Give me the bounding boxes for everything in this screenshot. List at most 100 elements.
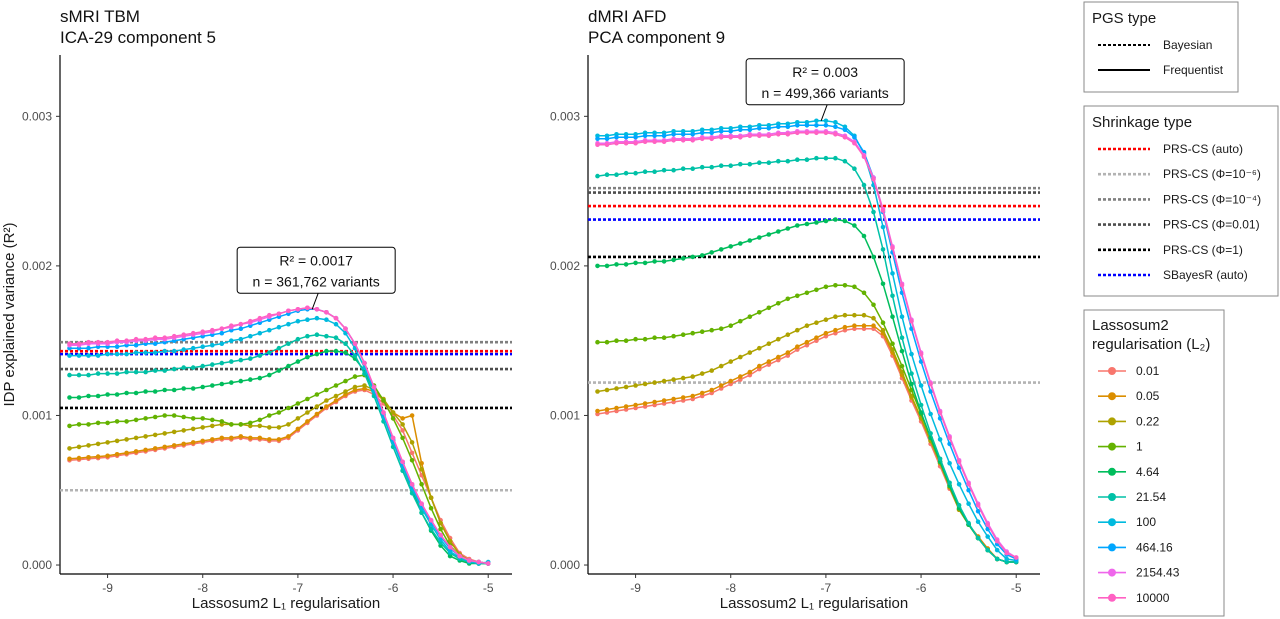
data-point	[804, 157, 810, 162]
data-point	[428, 505, 434, 511]
data-point	[652, 133, 657, 139]
data-point	[928, 381, 933, 387]
data-point	[248, 318, 253, 324]
data-point	[286, 405, 291, 411]
data-point	[267, 437, 272, 442]
data-point	[95, 420, 101, 426]
data-point	[785, 226, 791, 231]
data-point	[709, 327, 714, 333]
data-point	[718, 247, 724, 252]
data-point	[956, 502, 962, 508]
data-point	[918, 410, 924, 415]
data-point	[833, 327, 838, 333]
y-tick-label: 0.003	[550, 109, 580, 123]
data-point	[143, 434, 148, 439]
data-point	[210, 437, 215, 442]
data-point	[324, 404, 329, 409]
data-point	[229, 323, 234, 329]
legend-key-point	[1108, 367, 1116, 375]
data-point	[124, 419, 129, 424]
data-point	[871, 176, 876, 182]
data-point	[267, 327, 272, 333]
data-point	[795, 344, 800, 350]
data-point	[419, 482, 424, 487]
data-point	[880, 224, 886, 230]
data-point	[880, 208, 886, 213]
data-point	[1004, 556, 1009, 562]
data-point	[200, 416, 205, 421]
data-point	[823, 123, 829, 128]
data-point	[661, 259, 667, 264]
data-point	[305, 410, 310, 415]
data-point	[305, 333, 310, 339]
chart-subtitle: ICA-29 component 5	[60, 28, 216, 47]
annotation-n: n = 499,366 variants	[762, 85, 889, 101]
data-point	[604, 407, 610, 412]
data-point	[362, 383, 367, 388]
data-point	[671, 396, 676, 402]
data-point	[804, 290, 810, 296]
data-point	[286, 308, 291, 314]
data-point	[757, 235, 762, 240]
legend-key-point	[1108, 417, 1116, 426]
data-point	[133, 435, 139, 441]
data-point	[171, 429, 177, 435]
data-point	[333, 383, 339, 388]
data-point	[757, 345, 762, 351]
data-point	[67, 341, 72, 347]
data-point	[76, 341, 82, 347]
data-point	[861, 182, 867, 188]
data-point	[133, 390, 139, 396]
legend-label: 0.22	[1136, 414, 1160, 428]
data-point	[400, 428, 405, 433]
data-point	[314, 351, 320, 357]
data-point	[438, 520, 443, 526]
data-point	[833, 217, 838, 222]
data-point	[276, 425, 282, 430]
data-point	[680, 166, 686, 171]
data-point	[86, 353, 91, 358]
data-point	[852, 166, 857, 171]
data-point	[238, 422, 244, 427]
data-point	[105, 339, 110, 345]
data-point	[814, 287, 819, 293]
data-point	[181, 332, 186, 338]
data-point	[699, 371, 705, 376]
legend-label: PRS-CS (Φ=10⁻⁴)	[1163, 192, 1261, 206]
data-point	[114, 392, 120, 397]
data-point	[352, 374, 358, 379]
data-point	[267, 312, 272, 318]
y-tick-label: 0.002	[22, 259, 52, 273]
data-point	[975, 535, 981, 541]
data-point	[652, 259, 657, 264]
data-point	[956, 465, 962, 471]
data-point	[642, 169, 648, 174]
data-point	[718, 135, 724, 140]
legends: PGS type Bayesian Frequentist Shrinkage typ…	[1083, 1, 1279, 617]
legend-label: 0.05	[1136, 389, 1160, 403]
data-point	[419, 501, 424, 507]
data-point	[842, 324, 848, 330]
data-point	[623, 338, 629, 344]
data-point	[190, 345, 196, 351]
legend-label: 2154.43	[1136, 566, 1180, 580]
data-point	[595, 173, 600, 179]
data-point	[229, 338, 234, 344]
data-point	[162, 387, 167, 393]
annotation-r2: R² = 0.0017	[279, 252, 353, 268]
data-point	[124, 369, 129, 375]
data-point	[305, 419, 310, 424]
data-point	[852, 323, 857, 329]
data-point	[604, 263, 610, 269]
data-point	[709, 136, 714, 142]
data-point	[257, 417, 263, 423]
legend-lassosum-title: Lassosum2	[1092, 317, 1169, 334]
data-point	[333, 393, 339, 399]
data-point	[1013, 555, 1019, 560]
data-point	[814, 123, 819, 128]
data-point	[152, 432, 158, 438]
data-point	[738, 135, 743, 140]
data-point	[200, 344, 205, 350]
data-point	[738, 354, 743, 360]
data-point	[861, 323, 867, 329]
